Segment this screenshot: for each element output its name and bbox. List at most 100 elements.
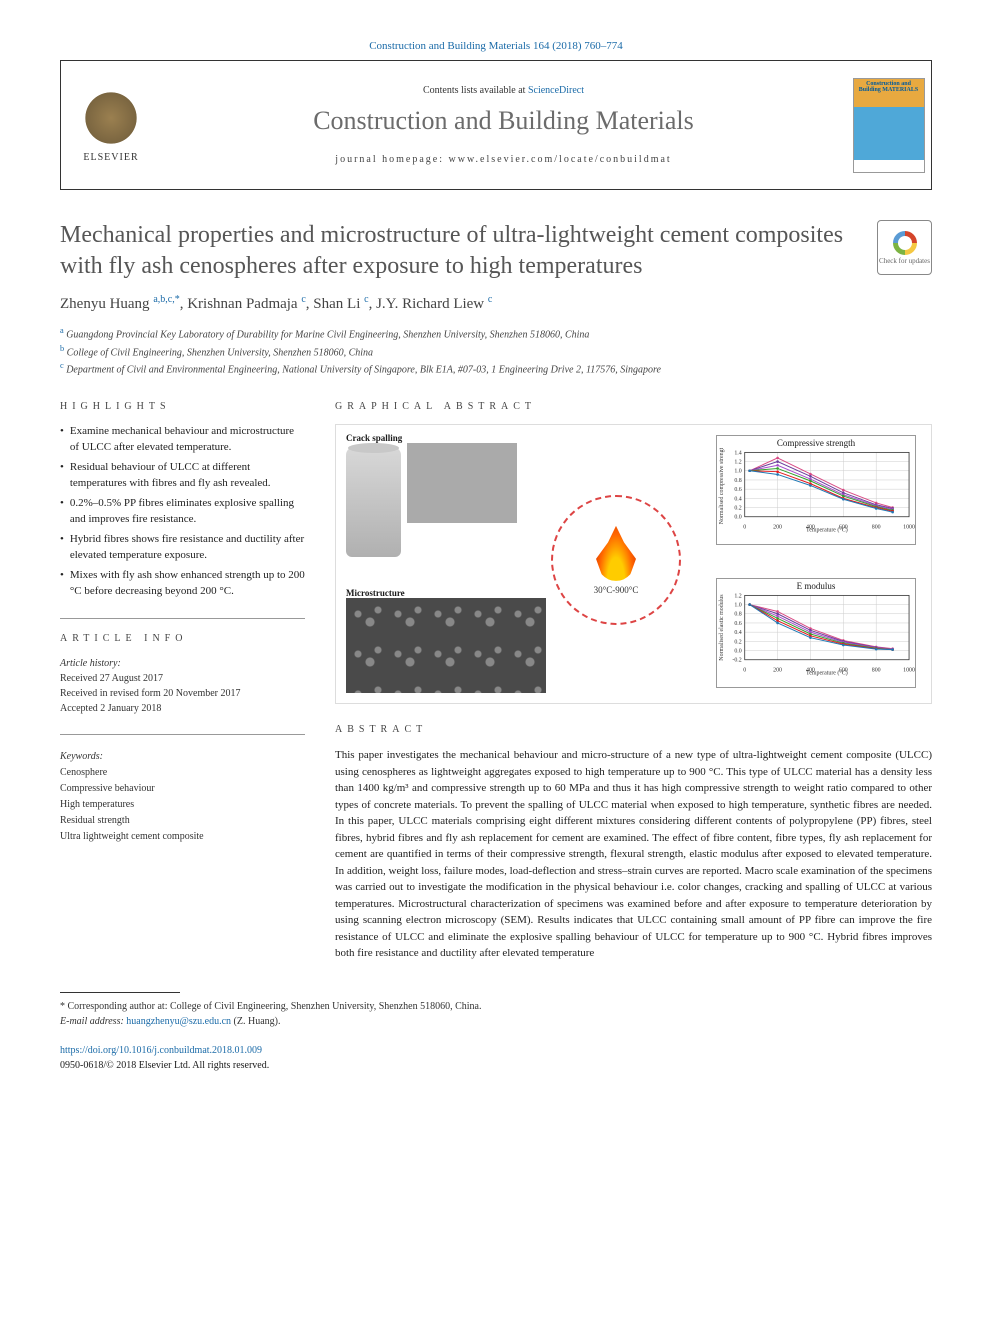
email-suffix: (Z. Huang).	[234, 1016, 281, 1027]
highlight-item: Hybrid fibres shows fire resistance and …	[60, 532, 305, 564]
highlight-item: Residual behaviour of ULCC at different …	[60, 460, 305, 492]
received-date: Received 27 August 2017	[60, 671, 305, 686]
ga-flame-circle: 30°C-900°C	[551, 495, 681, 625]
ga-crack-panel: Crack spalling	[346, 433, 526, 561]
history-label: Article history:	[60, 656, 305, 671]
svg-text:1000: 1000	[903, 668, 915, 674]
contents-line: Contents lists available at ScienceDirec…	[423, 85, 584, 96]
corresponding-text: * Corresponding author at: College of Ci…	[60, 999, 932, 1014]
keywords-list: CenosphereCompressive behaviourHigh temp…	[60, 765, 305, 845]
doi-block: https://doi.org/10.1016/j.conbuildmat.20…	[60, 1043, 932, 1073]
svg-text:1.2: 1.2	[734, 594, 741, 600]
graphical-abstract-heading: GRAPHICAL ABSTRACT	[335, 401, 932, 412]
abstract-text: This paper investigates the mechanical b…	[335, 747, 932, 962]
keyword-item: Residual strength	[60, 813, 305, 829]
svg-text:800: 800	[872, 525, 881, 531]
affiliations: a Guangdong Provincial Key Laboratory of…	[60, 325, 932, 377]
doi-link[interactable]: https://doi.org/10.1016/j.conbuildmat.20…	[60, 1045, 262, 1056]
cover-bottom	[854, 160, 924, 172]
authors-line: Zhenyu Huang a,b,c,*, Krishnan Padmaja c…	[60, 294, 932, 313]
svg-text:0.4: 0.4	[734, 630, 741, 636]
svg-text:0.6: 0.6	[734, 487, 741, 493]
chart-top-svg: 020040060080010000.00.20.40.60.81.01.21.…	[717, 448, 915, 533]
svg-text:0.4: 0.4	[734, 497, 741, 503]
ga-chart-bottom-title: E modulus	[717, 581, 915, 591]
svg-text:0: 0	[743, 525, 746, 531]
svg-text:0.0: 0.0	[734, 649, 741, 655]
email-label: E-mail address:	[60, 1016, 126, 1027]
footnote-divider	[60, 992, 180, 993]
graphical-abstract: Crack spalling Microstructure 30°C-900°C…	[335, 424, 932, 704]
issn-copyright: 0950-0618/© 2018 Elsevier Ltd. All right…	[60, 1060, 269, 1071]
svg-text:-0.2: -0.2	[732, 658, 741, 664]
homepage-prefix: journal homepage:	[335, 154, 448, 165]
highlight-item: Examine mechanical behaviour and microst…	[60, 424, 305, 456]
keywords-label: Keywords:	[60, 749, 305, 765]
ga-micro-label: Microstructure	[346, 588, 566, 598]
article-history: Article history: Received 27 August 2017…	[60, 656, 305, 716]
svg-text:0.8: 0.8	[734, 478, 741, 484]
svg-text:200: 200	[773, 525, 782, 531]
crossmark-icon	[893, 231, 917, 255]
ga-cylinder-icon	[346, 447, 401, 557]
ga-chart-emodulus: E modulus 02004006008001000-0.20.00.20.4…	[716, 578, 916, 688]
keyword-item: Ultra lightweight cement composite	[60, 829, 305, 845]
publisher-name: ELSEVIER	[83, 152, 138, 163]
flame-icon	[596, 526, 636, 581]
revised-date: Received in revised form 20 November 201…	[60, 686, 305, 701]
contents-prefix: Contents lists available at	[423, 85, 528, 96]
ga-chart-compressive: Compressive strength 020040060080010000.…	[716, 435, 916, 545]
svg-text:Temperature (°C): Temperature (°C)	[806, 670, 848, 676]
keywords-block: Keywords: CenosphereCompressive behaviou…	[60, 749, 305, 845]
divider	[60, 734, 305, 735]
keyword-item: Cenosphere	[60, 765, 305, 781]
svg-text:1.2: 1.2	[734, 460, 741, 466]
header-center: Contents lists available at ScienceDirec…	[161, 61, 846, 189]
cover-title: Construction and Building MATERIALS	[854, 79, 924, 107]
journal-cover: Construction and Building MATERIALS	[846, 61, 931, 189]
check-updates-label: Check for updates	[879, 257, 930, 265]
highlights-list: Examine mechanical behaviour and microst…	[60, 424, 305, 599]
svg-text:Normalised compressive strengt: Normalised compressive strength	[719, 448, 725, 524]
corresponding-author: * Corresponding author at: College of Ci…	[60, 999, 932, 1029]
abstract-heading: ABSTRACT	[335, 724, 932, 735]
homepage-line: journal homepage: www.elsevier.com/locat…	[335, 154, 671, 165]
ga-crack-label: Crack spalling	[346, 433, 526, 443]
citation-link[interactable]: Construction and Building Materials 164 …	[369, 40, 623, 52]
svg-text:Normalised elastic modulus: Normalised elastic modulus	[719, 594, 725, 661]
accepted-date: Accepted 2 January 2018	[60, 701, 305, 716]
affiliation-line: b College of Civil Engineering, Shenzhen…	[60, 343, 932, 360]
ga-chart-top-title: Compressive strength	[717, 438, 915, 448]
ga-sample-photo	[407, 443, 517, 523]
ga-micro-panel: Microstructure	[346, 588, 566, 693]
keyword-item: High temperatures	[60, 797, 305, 813]
svg-text:0.2: 0.2	[734, 506, 741, 512]
citation-bar: Construction and Building Materials 164 …	[60, 40, 932, 52]
elsevier-tree-icon	[81, 88, 141, 148]
journal-title: Construction and Building Materials	[313, 106, 694, 136]
svg-text:0.0: 0.0	[734, 515, 741, 521]
chart-bottom-svg: 02004006008001000-0.20.00.20.40.60.81.01…	[717, 591, 915, 676]
article-info-heading: ARTICLE INFO	[60, 633, 305, 644]
ga-micro-image	[346, 598, 546, 693]
keyword-item: Compressive behaviour	[60, 781, 305, 797]
divider	[60, 618, 305, 619]
check-updates-badge[interactable]: Check for updates	[877, 220, 932, 275]
elsevier-logo: ELSEVIER	[61, 61, 161, 189]
sciencedirect-link[interactable]: ScienceDirect	[528, 85, 584, 96]
affiliation-line: c Department of Civil and Environmental …	[60, 360, 932, 377]
svg-text:0.8: 0.8	[734, 612, 741, 618]
svg-text:0.6: 0.6	[734, 621, 741, 627]
email-link[interactable]: huangzhenyu@szu.edu.cn	[126, 1016, 231, 1027]
highlights-heading: HIGHLIGHTS	[60, 401, 305, 412]
cover-thumbnail: Construction and Building MATERIALS	[853, 78, 925, 173]
highlight-item: 0.2%–0.5% PP fibres eliminates explosive…	[60, 496, 305, 528]
svg-text:0: 0	[743, 668, 746, 674]
homepage-url[interactable]: www.elsevier.com/locate/conbuildmat	[449, 154, 672, 165]
highlight-item: Mixes with fly ash show enhanced strengt…	[60, 568, 305, 600]
svg-text:1.0: 1.0	[734, 469, 741, 475]
svg-text:1.0: 1.0	[734, 603, 741, 609]
article-title: Mechanical properties and microstructure…	[60, 220, 857, 282]
svg-text:200: 200	[773, 668, 782, 674]
affiliation-line: a Guangdong Provincial Key Laboratory of…	[60, 325, 932, 342]
